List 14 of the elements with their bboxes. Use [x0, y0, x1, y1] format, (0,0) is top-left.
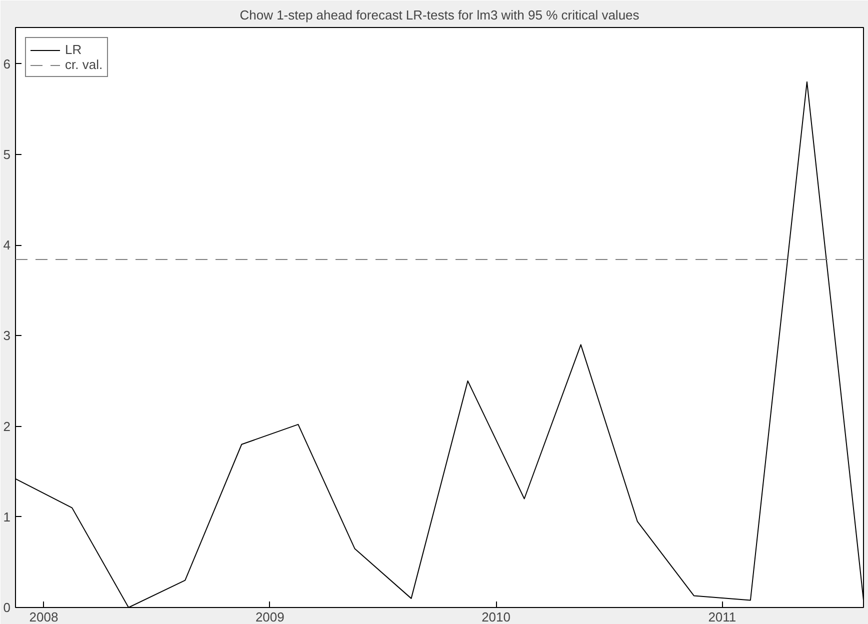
x-tick-label: 2008: [29, 610, 58, 624]
y-tick-label: 0: [3, 600, 11, 615]
chart-title: Chow 1-step ahead forecast LR-tests for lm3 with 95 % critical values: [240, 8, 640, 22]
y-tick-label: 1: [3, 509, 11, 524]
y-tick-label: 6: [3, 56, 11, 72]
legend-label: cr. val.: [65, 57, 103, 72]
x-tick-label: 2011: [708, 610, 736, 624]
y-tick-label: 2: [3, 418, 11, 434]
y-tick-label: 5: [3, 146, 11, 162]
legend-label: LR: [65, 42, 83, 57]
y-tick-label: 3: [3, 328, 11, 344]
y-tick-label: 4: [3, 238, 11, 252]
x-tick-label: 2009: [255, 610, 284, 624]
x-tick-label: 2010: [482, 610, 510, 624]
